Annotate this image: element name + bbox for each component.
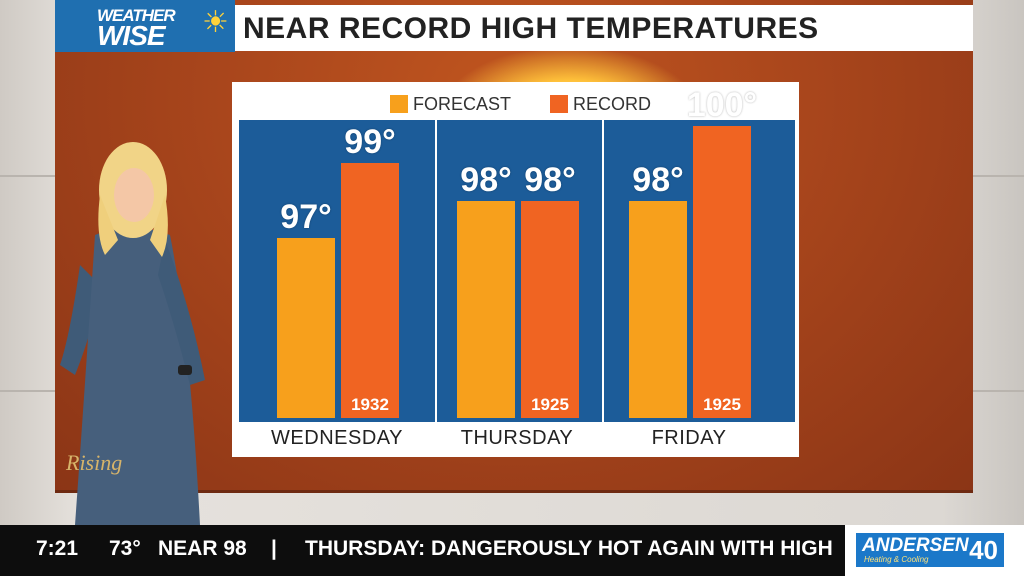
bar-forecast-wednesday [277, 238, 335, 418]
sponsor-subtitle: Heating & Cooling [864, 555, 929, 564]
value-label-record-wednesday: 99° [344, 123, 396, 161]
day-label-thursday: THURSDAY [460, 427, 574, 449]
ticker-headline-1: NEAR 98 [158, 537, 247, 560]
title-bar: NEAR RECORD HIGH TEMPERATURES [235, 5, 973, 51]
record-year-friday: 1925 [703, 395, 741, 414]
bar-record-wednesday [341, 163, 399, 418]
logo-line-1: WEATHER [97, 6, 176, 25]
day-label-friday: FRIDAY [651, 427, 727, 449]
ticker-headline-2: THURSDAY: DANGEROUSLY HOT AGAIN WITH HIG… [305, 537, 833, 560]
chart-panel: FORECAST RECORD 97° 99° 1932 98° 98° 1925 98° 1… [232, 82, 799, 457]
sponsor-name: ANDERSEN [862, 535, 969, 556]
plot-area: 97° 99° 1932 98° 98° 1925 98° 100° 1925 [239, 86, 795, 422]
ticker-time: 7:21 [36, 537, 79, 560]
bar-forecast-thursday [457, 200, 515, 418]
value-label-record-thursday: 98° [524, 160, 576, 199]
legend-label-forecast: FORECAST [413, 93, 512, 114]
sponsor-logo: ANDERSEN Heating & Cooling 40 [856, 533, 1004, 567]
record-year-wednesday: 1932 [351, 395, 389, 414]
ticker-separator: | [271, 537, 277, 560]
presenter-figure [60, 142, 205, 525]
sun-icon: ☀ [202, 6, 229, 39]
sponsor-number: 40 [969, 535, 998, 565]
day-label-wednesday: WEDNESDAY [271, 427, 403, 449]
ticker-temperature: 73° [109, 537, 141, 560]
legend-item-forecast: FORECAST [390, 92, 511, 116]
legend-item-record: RECORD [550, 92, 651, 116]
bar-record-thursday [521, 200, 579, 418]
day-divider [602, 120, 604, 422]
logo-line-2: WISE [97, 20, 166, 51]
value-label-record-friday: 100° [686, 85, 758, 124]
value-label-forecast-thursday: 98° [460, 160, 512, 199]
bar-forecast-friday [629, 200, 687, 418]
ticker-strip: 7:21 73° NEAR 98 | THURSDAY: DANGEROUSLY… [0, 525, 845, 576]
value-label-forecast-friday: 98° [632, 160, 684, 199]
chart-legend: FORECAST RECORD [232, 92, 799, 116]
record-year-thursday: 1925 [531, 395, 569, 414]
weather-wise-logo: WEATHER WISE ☀ [55, 0, 235, 52]
legend-label-record: RECORD [573, 93, 652, 114]
legend-swatch-record [550, 95, 568, 113]
legend-swatch-forecast [390, 95, 408, 113]
page-title: NEAR RECORD HIGH TEMPERATURES [243, 12, 819, 45]
bar-record-friday [693, 125, 751, 418]
show-logo: Rising [66, 450, 123, 475]
news-ticker: 7:21 73° NEAR 98 | THURSDAY: DANGEROUSLY… [0, 525, 1024, 576]
day-divider [435, 120, 437, 422]
value-label-forecast-wednesday: 97° [280, 198, 332, 236]
